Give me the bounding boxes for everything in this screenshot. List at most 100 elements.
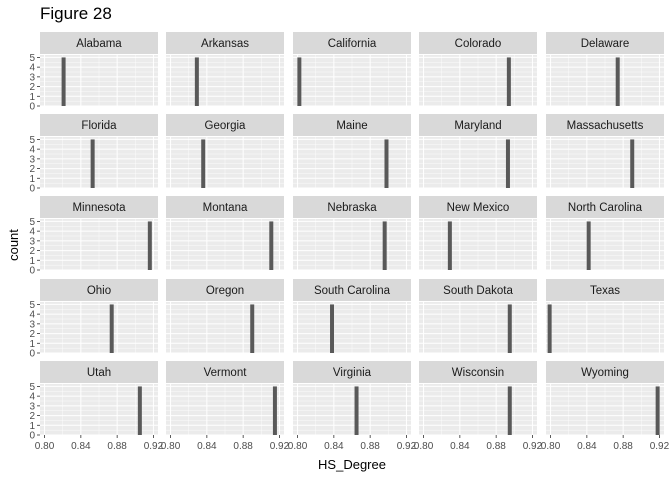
- histogram-bar: [90, 139, 95, 188]
- facet-strip: [166, 32, 284, 54]
- facet-strip-label: Maryland: [454, 120, 501, 132]
- histogram-bar: [250, 304, 255, 353]
- y-tick-label: 3: [29, 319, 35, 330]
- y-tick-label: 3: [29, 72, 35, 83]
- histogram-bar: [630, 139, 635, 188]
- y-tick-label: 5: [29, 382, 35, 393]
- histogram-bar: [194, 57, 199, 106]
- x-tick-label: 0.84: [450, 441, 470, 452]
- histogram-bar: [586, 221, 591, 270]
- y-axis-title: count: [6, 229, 21, 261]
- facet-strip-label: Utah: [87, 367, 111, 379]
- y-tick-label: 3: [29, 401, 35, 412]
- facet-strip: [419, 32, 537, 54]
- facet-strip: [40, 114, 158, 136]
- x-tick-label: 0.88: [360, 441, 380, 452]
- y-tick-label: 3: [29, 154, 35, 165]
- facet-strip: [293, 196, 411, 218]
- y-tick-label: 3: [29, 236, 35, 247]
- facet-strip-label: Texas: [590, 285, 620, 297]
- y-tick-label: 2: [29, 411, 35, 422]
- histogram-bar: [506, 57, 511, 106]
- y-tick-label: 0: [29, 349, 35, 360]
- facet-strip: [419, 279, 537, 301]
- x-tick-label: 0.88: [107, 441, 127, 452]
- y-tick-label: 0: [29, 184, 35, 195]
- facet-strip-label: Oregon: [206, 285, 244, 297]
- x-tick-label: 0.88: [233, 441, 253, 452]
- facet-strip: [293, 32, 411, 54]
- y-tick-label: 4: [29, 145, 35, 156]
- facet-strip-label: Ohio: [87, 285, 111, 297]
- histogram-bar: [382, 221, 387, 270]
- facet-strip: [40, 32, 158, 54]
- y-tick-label: 5: [29, 135, 35, 146]
- histogram-bar: [384, 139, 389, 188]
- x-axis-title: HS_Degree: [318, 457, 386, 472]
- facet-strip: [166, 361, 284, 383]
- y-tick-label: 2: [29, 164, 35, 175]
- y-tick-label: 2: [29, 329, 35, 340]
- facet-strip-label: Wyoming: [581, 367, 629, 379]
- x-tick-label: 0.84: [197, 441, 217, 452]
- facet-strip-label: Colorado: [455, 38, 502, 50]
- facet-strip-label: Florida: [81, 120, 117, 132]
- histogram-bar: [507, 304, 512, 353]
- x-tick-label: 0.92: [650, 441, 670, 452]
- x-tick-label: 0.80: [288, 441, 308, 452]
- facet-strip: [546, 361, 664, 383]
- histogram-bar: [615, 57, 620, 106]
- histogram-bar: [505, 139, 510, 188]
- facet-strip: [546, 114, 664, 136]
- y-tick-label: 4: [29, 392, 35, 403]
- histogram-bar: [201, 139, 206, 188]
- facet-strip: [166, 279, 284, 301]
- y-tick-label: 1: [29, 339, 35, 350]
- facet-strip-label: Maine: [336, 120, 367, 132]
- histogram-bar: [547, 304, 552, 353]
- x-tick-label: 0.84: [324, 441, 344, 452]
- x-tick-label: 0.80: [414, 441, 434, 452]
- facet-strip-label: Alabama: [76, 38, 122, 50]
- x-tick-label: 0.92: [270, 441, 290, 452]
- facet-strip-label: Georgia: [205, 120, 247, 132]
- y-tick-label: 1: [29, 92, 35, 103]
- y-tick-label: 0: [29, 431, 35, 442]
- x-tick-label: 0.88: [613, 441, 633, 452]
- facet-strip: [40, 279, 158, 301]
- y-tick-label: 2: [29, 82, 35, 93]
- x-tick-label: 0.80: [161, 441, 181, 452]
- facet-strip: [419, 361, 537, 383]
- y-tick-label: 2: [29, 246, 35, 257]
- y-tick-label: 0: [29, 102, 35, 113]
- y-tick-label: 4: [29, 310, 35, 321]
- figure-title: Figure 28: [40, 4, 112, 23]
- histogram-bar: [354, 386, 359, 435]
- facet-strip: [166, 196, 284, 218]
- facet-strip: [419, 196, 537, 218]
- x-tick-label: 0.88: [486, 441, 506, 452]
- histogram-bar: [147, 221, 152, 270]
- facet-strip-label: California: [328, 38, 377, 50]
- histogram-bar: [655, 386, 660, 435]
- x-tick-label: 0.80: [35, 441, 55, 452]
- facet-strip: [293, 114, 411, 136]
- histogram-bar: [297, 57, 302, 106]
- facet-strip: [293, 361, 411, 383]
- x-tick-label: 0.92: [144, 441, 164, 452]
- facet-strip-label: Minnesota: [72, 202, 126, 214]
- facet-strip-label: Massachusetts: [567, 120, 644, 132]
- facet-strip-label: Wisconsin: [452, 367, 504, 379]
- histogram-bar: [109, 304, 114, 353]
- facet-strip: [546, 196, 664, 218]
- facet-strip: [546, 32, 664, 54]
- y-tick-label: 0: [29, 266, 35, 277]
- facet-strip-label: North Carolina: [568, 202, 643, 214]
- facet-strip: [293, 279, 411, 301]
- x-tick-label: 0.92: [397, 441, 417, 452]
- y-tick-label: 5: [29, 300, 35, 311]
- facet-strip-label: South Carolina: [314, 285, 391, 297]
- facet-strip-label: Virginia: [333, 367, 372, 379]
- facet-strip: [546, 279, 664, 301]
